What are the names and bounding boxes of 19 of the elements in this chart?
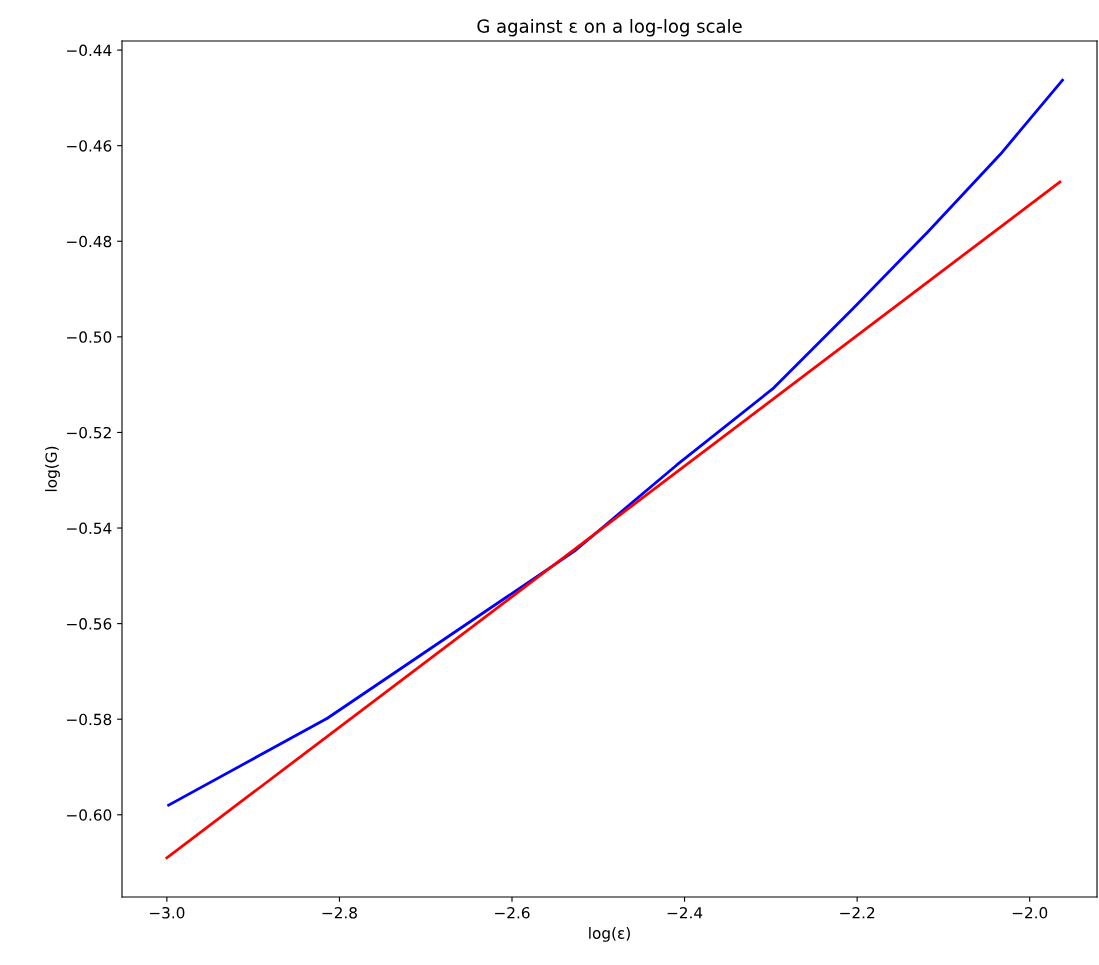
- y-tick-label: −0.58: [67, 713, 112, 726]
- x-axis-title: log(ε): [589, 927, 630, 942]
- y-tick-label: −0.54: [67, 522, 112, 535]
- y-tick-label: −0.52: [67, 426, 111, 439]
- y-tick-label: −0.48: [67, 235, 112, 248]
- line-series: [167, 78, 1064, 807]
- y-tick-label: −0.60: [67, 809, 112, 821]
- y-axis-title: log(G): [45, 446, 60, 492]
- x-tick-label: −2.4: [667, 906, 703, 919]
- y-tick-label: −0.46: [67, 140, 112, 152]
- x-tick-label: −3.0: [149, 906, 185, 919]
- y-tick-label: −0.56: [67, 618, 112, 630]
- x-tick-label: −2.8: [322, 906, 357, 919]
- x-tick-label: −2.2: [840, 906, 875, 919]
- chart-title: G against ε on a log-log scale: [477, 18, 742, 37]
- x-tick-label: −2.6: [495, 906, 530, 919]
- y-tick-label: −0.44: [67, 44, 112, 57]
- y-tick-label: −0.50: [67, 331, 112, 343]
- x-tick-label: −2.0: [1012, 906, 1048, 919]
